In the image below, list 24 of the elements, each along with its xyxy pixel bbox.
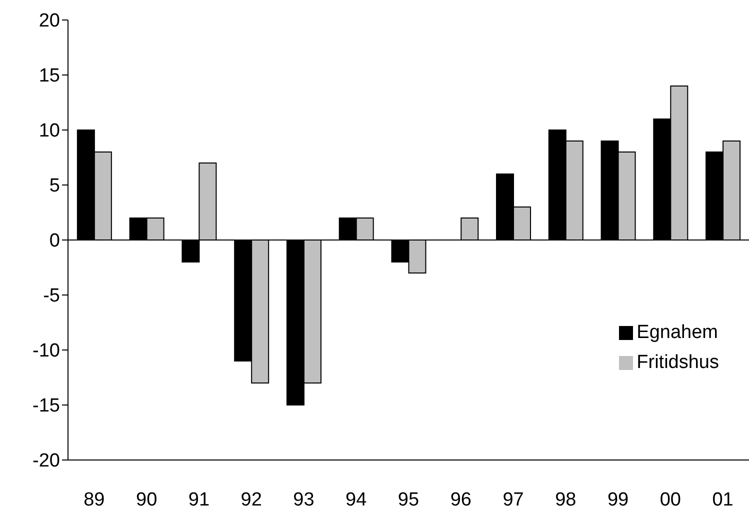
legend-label: Fritidshus (636, 352, 719, 373)
x-tick-label: 94 (346, 489, 368, 510)
x-tick-label: 93 (293, 489, 314, 510)
x-tick-label: 00 (660, 489, 681, 510)
y-tick-label: 0 (49, 230, 60, 252)
y-tick-label: -5 (43, 286, 60, 307)
y-tick-label: 10 (38, 120, 60, 142)
x-tick-label: 98 (555, 489, 576, 510)
x-tick-label: 97 (502, 489, 524, 510)
y-tick-label: -20 (32, 450, 60, 472)
x-tick-label: 01 (712, 489, 734, 510)
x-tick-label: 96 (450, 489, 472, 510)
y-tick-label: 20 (38, 10, 60, 32)
y-tick-label: 5 (49, 176, 60, 197)
x-tick-label: 90 (136, 489, 158, 510)
x-tick-label: 89 (84, 489, 105, 510)
y-tick-label: -15 (32, 396, 60, 417)
x-tick-label: 91 (188, 489, 210, 510)
y-tick-label: -10 (32, 340, 60, 362)
x-tick-label: 92 (240, 489, 262, 510)
x-tick-label: 99 (607, 489, 629, 510)
legend-label: Egnahem (636, 322, 718, 343)
y-tick-label: 15 (38, 66, 60, 87)
x-tick-label: 95 (398, 489, 420, 510)
